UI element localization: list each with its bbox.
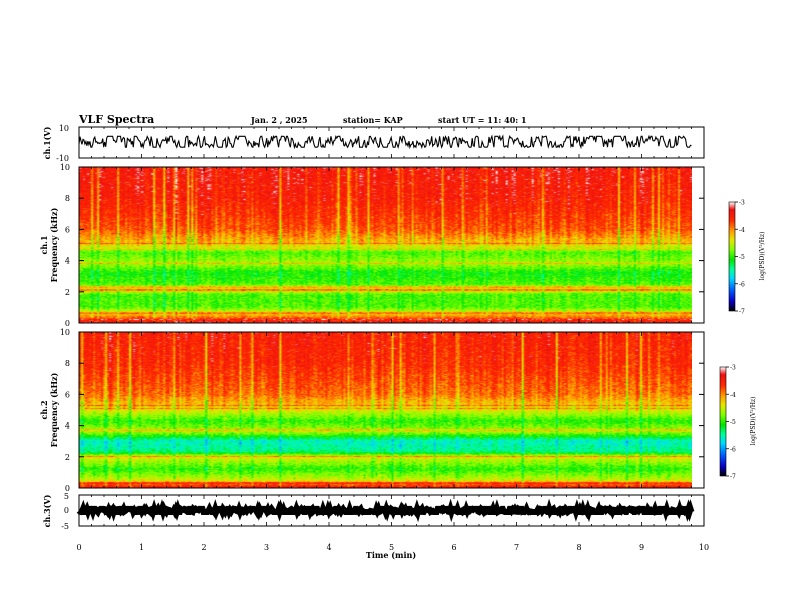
- colorbar-tick-label: -7: [730, 474, 736, 481]
- ch1-waveform-frame: [78, 126, 705, 159]
- time-tick-label: 2: [201, 543, 206, 552]
- frequency-tick-label: 8: [65, 359, 70, 368]
- colorbar-tick-label: -3: [730, 365, 736, 372]
- ch1-colorbar-ticks: -3 -4 -5 -6 -7: [735, 200, 745, 316]
- frequency-tick-label: 0: [65, 484, 70, 493]
- start-time-label: start UT = 11: 40: 1: [438, 115, 527, 125]
- time-tick-label: 8: [576, 543, 581, 552]
- figure-title: VLF Spectra: [78, 113, 154, 126]
- time-tick-label: 7: [514, 543, 519, 552]
- ch3-ytick-bottom: -5: [61, 522, 69, 531]
- colorbar-tick-label: -7: [739, 309, 745, 316]
- time-tick-label: 4: [326, 543, 331, 552]
- colorbar-tick-label: -4: [739, 227, 745, 234]
- station-label: station= KAP: [343, 115, 403, 125]
- ch1-spectrogram-panel: ch.1 Frequency (kHz) 0 2 4 6 8 10: [39, 163, 705, 328]
- ch1-ytick-top: 10: [59, 124, 69, 133]
- time-tick-label: 6: [451, 543, 456, 552]
- time-tick-label: 1: [139, 543, 144, 552]
- colorbar-tick-label: -4: [730, 392, 736, 399]
- time-tick-label: 5: [389, 543, 394, 552]
- time-tick-label: 9: [639, 543, 644, 552]
- ch1-waveform-ylabel: ch.1(V): [42, 126, 52, 159]
- frequency-tick-label: 2: [65, 288, 70, 297]
- ch1-spectrogram-image: [79, 167, 692, 323]
- ch1-channel-label: ch.1: [39, 235, 49, 254]
- time-tick-label: 10: [699, 543, 709, 552]
- colorbar-tick-label: -5: [739, 254, 745, 261]
- frequency-tick-label: 2: [65, 453, 70, 462]
- colorbar-tick-label: -3: [739, 200, 745, 207]
- colorbar-tick-label: -6: [730, 446, 736, 453]
- frequency-tick-label: 4: [65, 422, 70, 431]
- date-label: Jan. 2 , 2025: [250, 115, 308, 125]
- ch1-waveform-trace: [78, 134, 692, 150]
- frequency-tick-label: 10: [60, 328, 70, 337]
- time-tick-label: 3: [264, 543, 269, 552]
- ch3-ytick-top: 5: [64, 492, 69, 501]
- time-axis-tick-labels: 0 1 2 3 4 5 6 7 8 9 10: [76, 543, 709, 552]
- time-axis-ticks: [78, 127, 705, 526]
- time-tick-label: 0: [76, 543, 81, 552]
- ch2-colorbar-ticks: -3 -4 -5 -6 -7: [726, 365, 736, 481]
- frequency-tick-label: 6: [65, 225, 70, 234]
- ch2-colorbar: -3 -4 -5 -6 -7 log(PSD)(V²/Hz): [719, 365, 757, 481]
- ch1-colorbar-label: log(PSD)(V²/Hz): [759, 232, 766, 281]
- ch3-ytick-mid: 0: [64, 506, 69, 515]
- ch2-colorbar-label: log(PSD)(V²/Hz): [750, 397, 757, 446]
- ch3-waveform-ylabel: ch.3(V): [42, 494, 52, 527]
- ch2-channel-label: ch.2: [39, 400, 49, 419]
- colorbar-tick-label: -5: [730, 419, 736, 426]
- ch1-colorbar: -3 -4 -5 -6 -7 log(PSD)(V²/Hz): [728, 200, 766, 316]
- ch2-frequency-ticks: 0 2 4 6 8 10: [60, 328, 704, 493]
- frequency-tick-label: 4: [65, 257, 70, 266]
- ch3-waveform-trace: [76, 498, 695, 523]
- frequency-tick-label: 0: [65, 319, 70, 328]
- ch1-ytick-bottom: -10: [56, 154, 69, 163]
- colorbar-tick-label: -6: [739, 281, 745, 288]
- ch2-spectrogram-panel: ch.2 Frequency (kHz) 0 2 4 6 8 10: [39, 328, 705, 493]
- frequency-tick-label: 6: [65, 390, 70, 399]
- ch2-spectrogram-image: [79, 332, 692, 488]
- frequency-tick-label: 10: [60, 163, 70, 172]
- ch2-colorbar-scale: [719, 366, 727, 477]
- ch1-frequency-ticks: 0 2 4 6 8 10: [60, 163, 704, 328]
- frequency-tick-label: 8: [65, 194, 70, 203]
- ch1-waveform-panel: 10 -10 ch.1(V): [42, 124, 705, 163]
- ch2-frequency-ylabel: Frequency (kHz): [49, 372, 59, 447]
- ch1-frequency-ylabel: Frequency (kHz): [49, 207, 59, 282]
- ch1-colorbar-scale: [728, 201, 736, 312]
- time-axis-label: Time (min): [366, 550, 416, 560]
